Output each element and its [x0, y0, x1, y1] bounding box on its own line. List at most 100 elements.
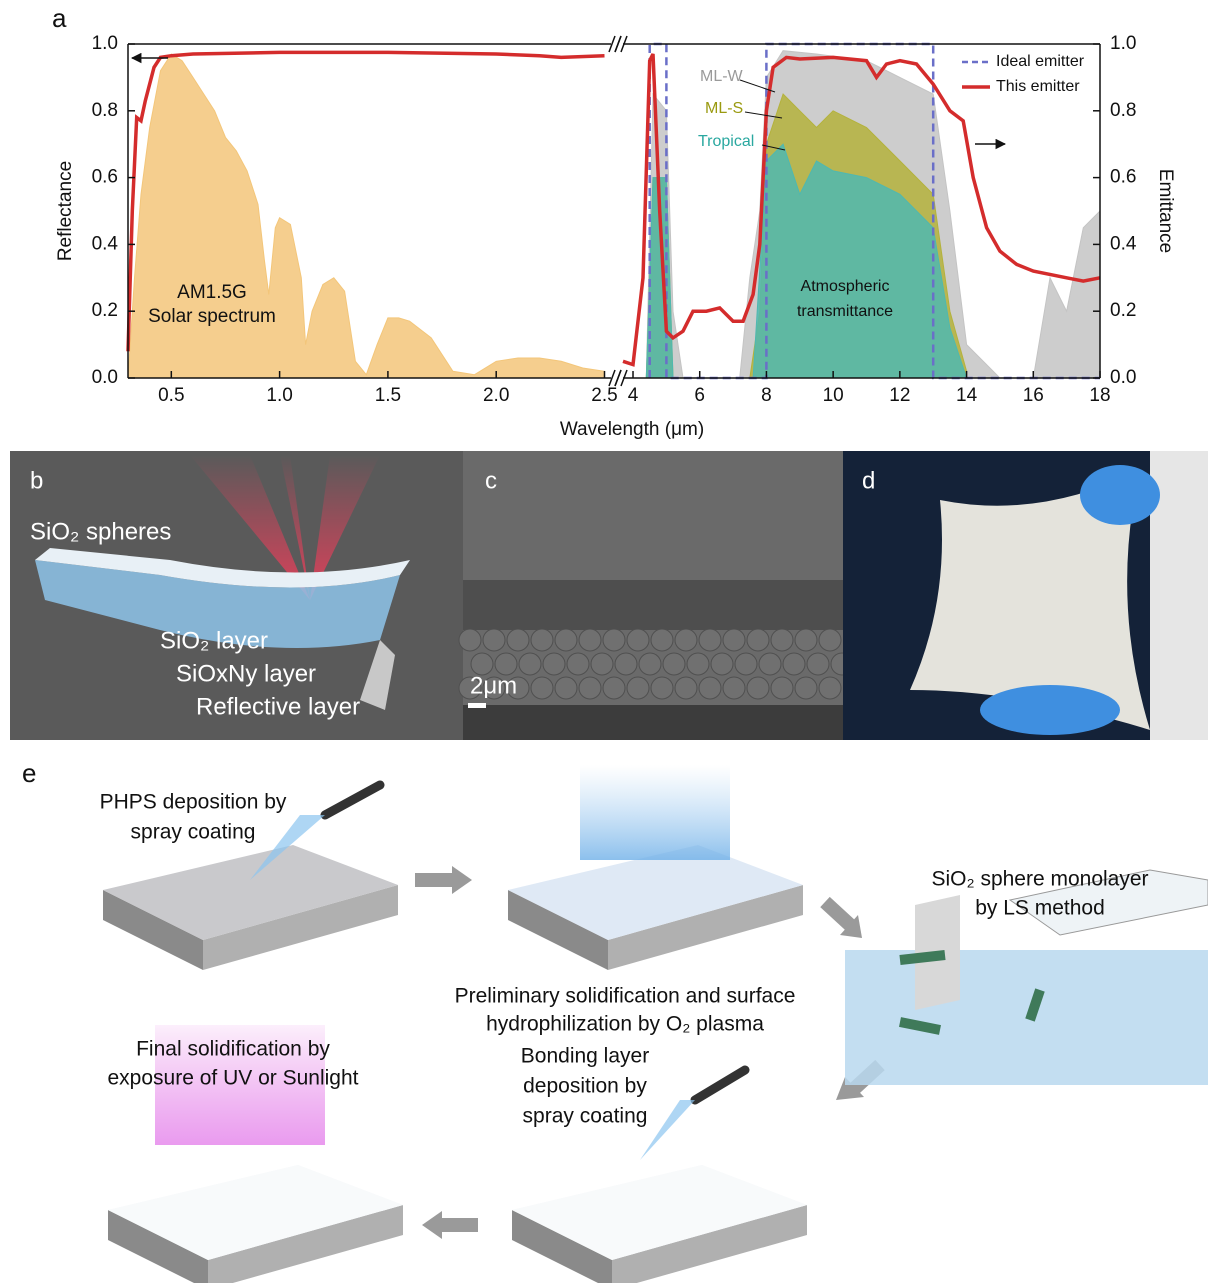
x-tick-label: 8 [761, 385, 772, 406]
x-tick-label: 14 [956, 385, 978, 406]
y-tick-label: 0.4 [92, 233, 119, 254]
legend-label: This emitter [996, 78, 1080, 95]
y-tick-label: 0.0 [1110, 367, 1136, 388]
y-tick-label: 0.6 [1110, 167, 1136, 188]
scale-label: 2μm [470, 672, 517, 699]
y-tick-label: 1.0 [1110, 33, 1136, 54]
x-tick-label: 18 [1089, 385, 1110, 406]
step-text: deposition by [523, 1075, 647, 1098]
sphere [807, 653, 829, 675]
glove [1080, 465, 1160, 525]
panel-label: c [485, 467, 497, 494]
legend-label: Ideal emitter [996, 53, 1085, 70]
step-text: PHPS deposition by [100, 791, 287, 814]
sphere [819, 629, 841, 651]
y2-axis-title: Emittance [1155, 169, 1176, 253]
panel-label: d [862, 467, 875, 494]
sphere [699, 677, 721, 699]
sphere [723, 629, 745, 651]
y-tick-label: 0.8 [92, 100, 118, 121]
x-tick-label: 10 [823, 385, 844, 406]
panel-label: b [30, 467, 43, 494]
x-tick-label: 1.0 [266, 385, 292, 406]
x-tick-label: 1.5 [375, 385, 401, 406]
step-text: spray coating [523, 1105, 648, 1128]
y-tick-label: 0.8 [1110, 100, 1136, 121]
sphere [507, 629, 529, 651]
step-text: hydrophilization by O₂ plasma [486, 1013, 764, 1036]
sphere [627, 629, 649, 651]
sphere [819, 677, 841, 699]
y-tick-label: 0.0 [92, 367, 118, 388]
sphere [483, 629, 505, 651]
spray-gun [695, 1070, 745, 1100]
sphere [651, 629, 673, 651]
scale-bar [468, 703, 486, 708]
area [128, 54, 605, 378]
sphere [711, 653, 733, 675]
y-tick-label: 0.4 [1110, 233, 1137, 254]
annotation: Atmospheric [801, 278, 890, 295]
y-tick-label: 1.0 [92, 33, 118, 54]
sphere [543, 653, 565, 675]
sphere [747, 677, 769, 699]
annotation: transmittance [797, 303, 893, 320]
sphere [795, 677, 817, 699]
step-text: SiO₂ sphere monolayer [931, 868, 1148, 891]
sphere [723, 677, 745, 699]
sphere [531, 629, 553, 651]
step-text: by LS method [975, 897, 1105, 920]
series-label: ML-W [700, 68, 744, 85]
annotation: Solar spectrum [148, 306, 276, 327]
sphere [603, 677, 625, 699]
sphere [579, 629, 601, 651]
panel-d: d [843, 451, 1208, 740]
x-tick-label: 12 [889, 385, 910, 406]
x-tick-label: 16 [1023, 385, 1044, 406]
label: Reflective layer [196, 693, 360, 720]
step-text: Final solidification by [136, 1038, 330, 1061]
sphere [531, 677, 553, 699]
sphere-rows [463, 580, 843, 630]
x-axis-title: Wavelength (μm) [560, 419, 704, 440]
step-text: Preliminary solidification and surface [455, 985, 796, 1008]
sphere [771, 629, 793, 651]
x-tick-label: 6 [694, 385, 705, 406]
sphere [759, 653, 781, 675]
panel-e: e PHPS deposition by spray coating Preli… [22, 758, 1208, 1283]
x-tick-label: 2.5 [591, 385, 617, 406]
label: SiOxNy layer [176, 660, 316, 687]
y-tick-label: 0.6 [92, 167, 118, 188]
sphere [699, 629, 721, 651]
sphere [567, 653, 589, 675]
sphere [663, 653, 685, 675]
sphere [675, 629, 697, 651]
label: SiO₂ spheres [30, 518, 171, 545]
sphere [459, 629, 481, 651]
y-tick-label: 0.2 [92, 300, 118, 321]
figure: b SiO₂ spheres SiO₂ layer SiOxNy layer R… [0, 0, 1208, 1283]
plasma [580, 765, 730, 860]
sphere [675, 677, 697, 699]
arrow [422, 1211, 442, 1239]
sphere [627, 677, 649, 699]
arrow [825, 902, 850, 925]
sphere [651, 677, 673, 699]
annotation: AM1.5G [177, 282, 247, 303]
panel-b: b SiO₂ spheres SiO₂ layer SiOxNy layer R… [10, 451, 463, 740]
step-text: exposure of UV or Sunlight [108, 1067, 359, 1090]
y-tick-label: 0.2 [1110, 300, 1136, 321]
sphere [555, 677, 577, 699]
sphere [747, 629, 769, 651]
sphere [579, 677, 601, 699]
sphere [783, 653, 805, 675]
series-label: ML-S [705, 100, 743, 117]
spray [640, 1100, 695, 1160]
label: SiO₂ layer [160, 627, 268, 654]
series-label: Tropical [698, 133, 754, 150]
panel-c: c 2μm [459, 451, 853, 740]
x-tick-label: 0.5 [158, 385, 184, 406]
arrow [452, 866, 472, 894]
sphere [615, 653, 637, 675]
